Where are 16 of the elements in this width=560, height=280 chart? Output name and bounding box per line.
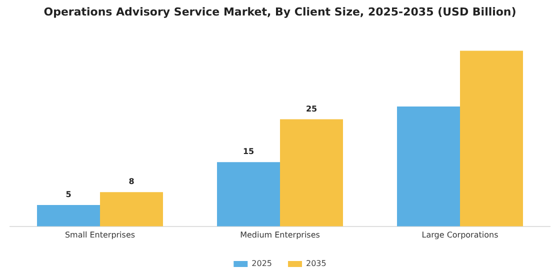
data-label: 8 <box>128 177 135 186</box>
x-tick-label: Large Corporations <box>422 230 498 240</box>
x-tick-label: Small Enterprises <box>64 230 136 240</box>
legend-label: 2025 <box>252 259 272 268</box>
data-label: 25 <box>306 104 318 114</box>
chart-title: Operations Advisory Service Market, By Client Size, 2025-2035 (USD Billion) <box>44 5 516 18</box>
bar <box>397 106 460 226</box>
x-tick-label: Medium Enterprises <box>240 230 320 240</box>
data-label: 15 <box>242 147 254 156</box>
bar <box>460 50 523 226</box>
legend-label: 2035 <box>306 259 326 268</box>
bar <box>217 162 280 226</box>
bar <box>37 204 100 226</box>
bar <box>100 192 163 226</box>
data-label: 5 <box>66 190 72 200</box>
bar <box>280 119 343 226</box>
